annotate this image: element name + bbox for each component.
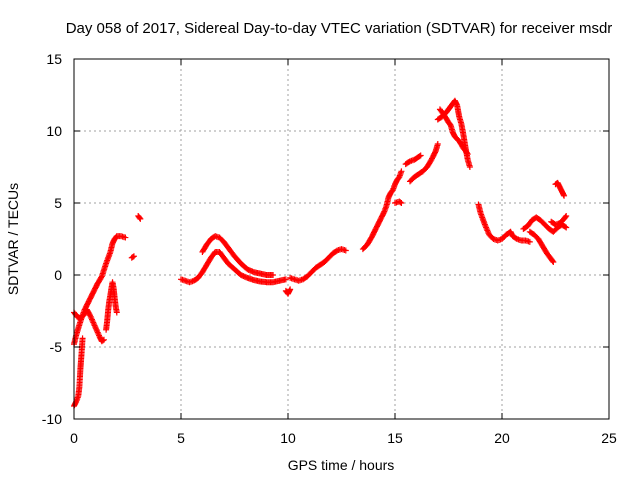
data-point bbox=[563, 224, 570, 231]
x-axis-label: GPS time / hours bbox=[288, 457, 395, 473]
data-point bbox=[398, 168, 405, 175]
data-point bbox=[380, 209, 387, 216]
data-point bbox=[130, 253, 137, 260]
data-point bbox=[270, 272, 277, 278]
data-point bbox=[417, 152, 424, 159]
x-tick-label: 10 bbox=[280, 430, 296, 446]
data-point bbox=[463, 149, 470, 156]
data-point bbox=[122, 234, 129, 241]
data-point bbox=[397, 199, 404, 206]
x-tick-label: 20 bbox=[494, 430, 510, 446]
y-tick-label: 5 bbox=[54, 195, 62, 211]
data-point bbox=[464, 151, 471, 158]
data-point bbox=[287, 286, 294, 293]
data-point bbox=[137, 215, 144, 222]
data-point bbox=[99, 337, 106, 344]
data-point bbox=[100, 336, 107, 343]
x-tick-label: 15 bbox=[387, 430, 403, 446]
plot-frame bbox=[73, 58, 610, 420]
y-tick-label: 15 bbox=[46, 51, 62, 67]
chart-title: Day 058 of 2017, Sidereal Day-to-day VTE… bbox=[66, 20, 613, 37]
data-point bbox=[282, 276, 289, 283]
y-tick-label: 0 bbox=[54, 267, 62, 283]
grid bbox=[74, 59, 609, 419]
y-tick-label: 10 bbox=[46, 123, 62, 139]
data-point bbox=[398, 200, 405, 206]
data-point bbox=[432, 149, 439, 156]
data-point bbox=[129, 254, 136, 260]
data-point bbox=[416, 153, 423, 160]
data-point bbox=[113, 309, 120, 316]
x-tick-label: 0 bbox=[70, 430, 78, 446]
data-point bbox=[342, 247, 349, 254]
data-point bbox=[526, 238, 533, 245]
data-point bbox=[563, 212, 570, 219]
data-point bbox=[562, 223, 569, 230]
y-tick-label: -10 bbox=[42, 411, 62, 427]
x-tick-label: 25 bbox=[601, 430, 617, 446]
data-point bbox=[79, 335, 86, 342]
y-tick-label: -5 bbox=[50, 339, 63, 355]
data-points bbox=[71, 97, 570, 410]
x-tick-label: 5 bbox=[177, 430, 185, 446]
data-point bbox=[561, 192, 568, 199]
data-point bbox=[434, 140, 441, 147]
data-point bbox=[550, 259, 557, 266]
y-axis-label: SDTVAR / TECUs bbox=[5, 183, 21, 295]
data-point bbox=[562, 213, 569, 220]
data-point bbox=[549, 258, 556, 265]
data-point bbox=[136, 214, 143, 221]
axis-ticks: 0 5 10 15 20 25 -10 -5 0 5 10 15 bbox=[42, 51, 617, 446]
data-point bbox=[98, 274, 105, 281]
data-point bbox=[466, 164, 473, 170]
